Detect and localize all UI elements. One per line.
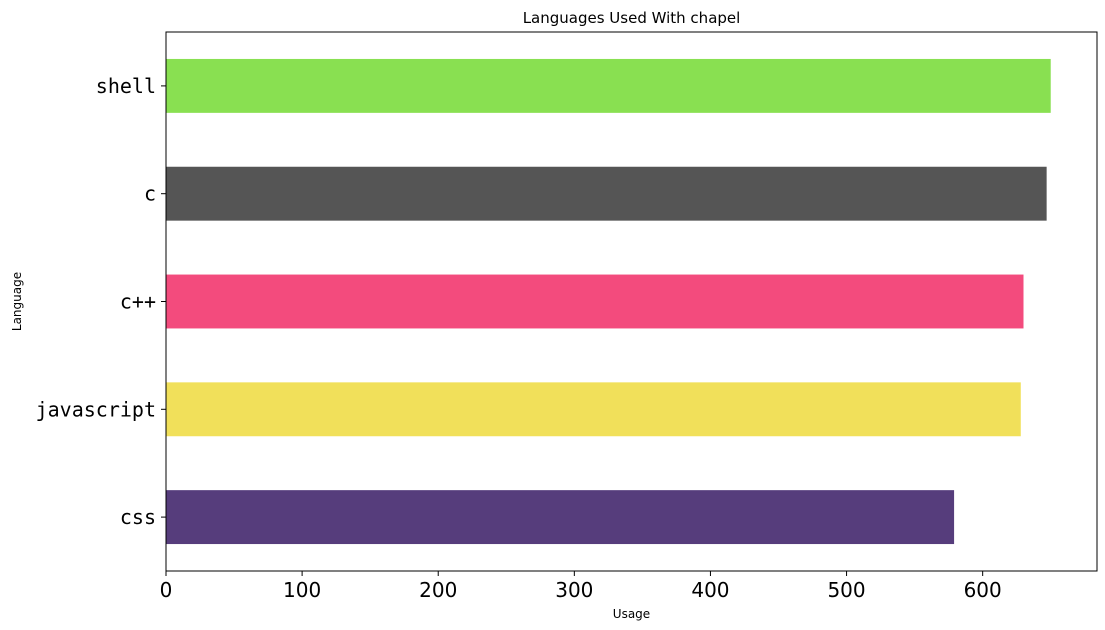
y-tick-label: c (144, 182, 156, 206)
x-tick-label: 500 (827, 578, 865, 602)
y-tick-label: javascript (36, 397, 156, 421)
x-tick-label: 400 (691, 578, 729, 602)
axes-frame (165, 31, 1098, 572)
bars-group (166, 58, 1051, 545)
y-tick-label: c++ (120, 290, 156, 314)
y-tick-label: css (120, 505, 156, 529)
x-tick-label: 0 (160, 578, 173, 602)
x-axis-ticks: 0 100 200 300 400 500 600 (160, 571, 1002, 602)
x-tick-label: 100 (283, 578, 321, 602)
bar-javascript (166, 382, 1021, 437)
y-axis-label: Language (10, 272, 24, 331)
y-axis-ticks: shell c c++ javascript css (36, 74, 166, 529)
bar-shell (166, 58, 1051, 113)
x-tick-label: 300 (555, 578, 593, 602)
x-axis-label: Usage (613, 607, 650, 621)
bar-c- (166, 274, 1024, 329)
x-tick-label: 600 (964, 578, 1002, 602)
y-tick-label: shell (96, 74, 156, 98)
x-tick-label: 200 (419, 578, 457, 602)
chart-title: Languages Used With chapel (523, 9, 741, 27)
bar-c (166, 166, 1047, 221)
bar-css (166, 490, 955, 545)
